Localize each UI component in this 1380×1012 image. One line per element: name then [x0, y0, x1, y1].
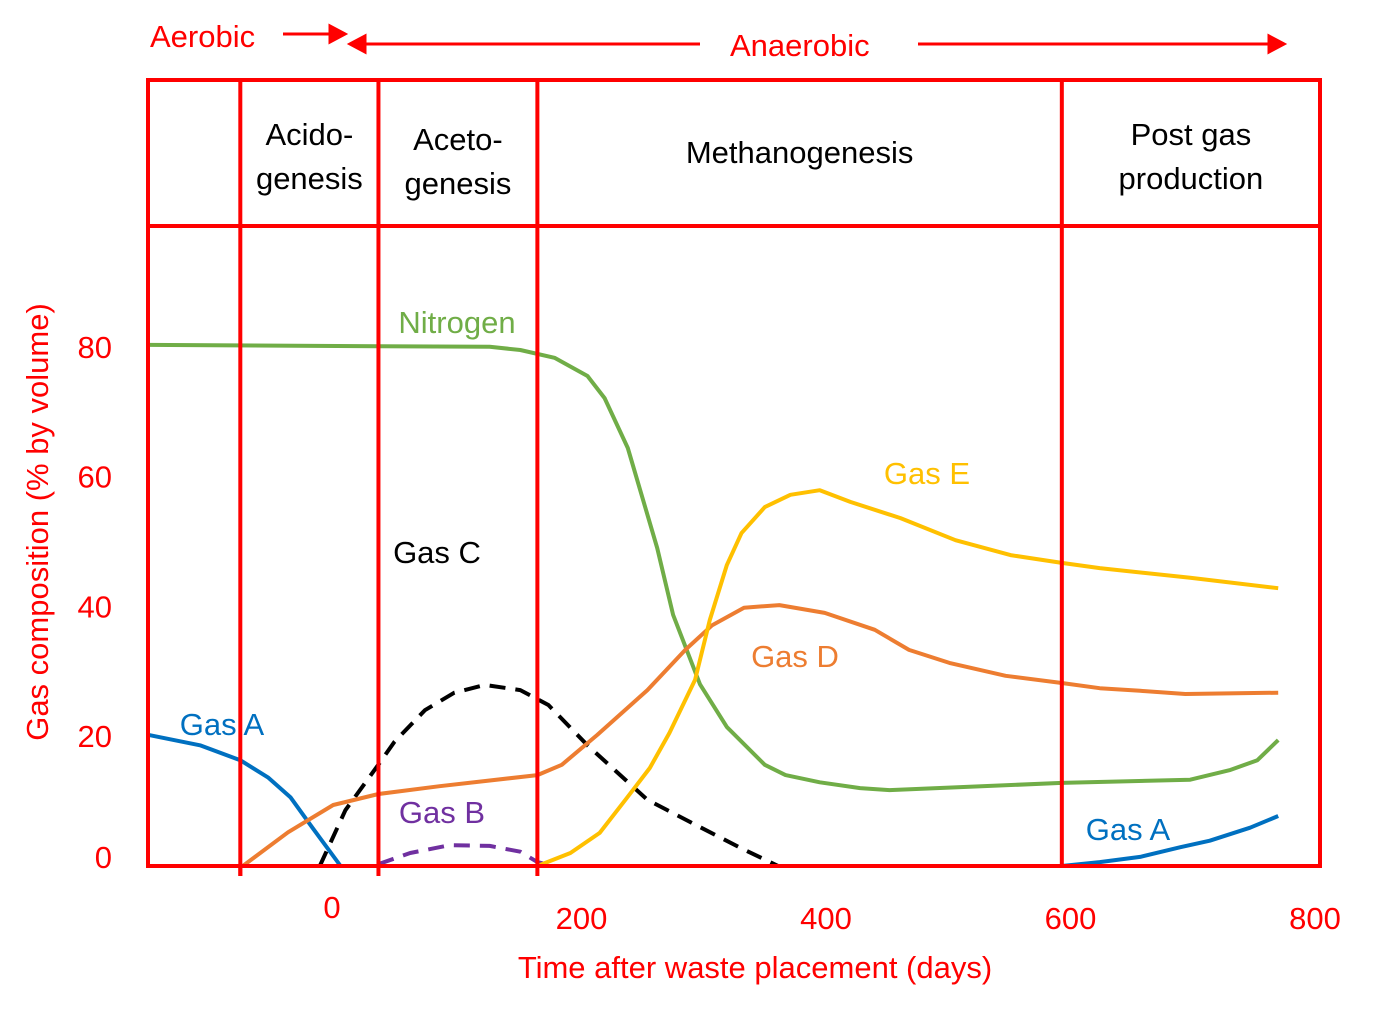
y-tick-label: 60	[78, 460, 112, 495]
x-tick-label: 0	[323, 890, 340, 925]
series-label: Nitrogen	[398, 305, 515, 340]
y-axis-title: Gas composition (% by volume)	[20, 303, 55, 741]
y-tick-label: 40	[78, 589, 112, 624]
x-tick-label: 200	[556, 901, 608, 936]
series-label: Gas D	[751, 639, 839, 674]
series-label: Gas C	[393, 535, 481, 570]
phase-label: genesis	[256, 161, 363, 196]
phase-label: production	[1119, 161, 1264, 196]
series-line-gas-a	[148, 732, 830, 868]
series-label: Gas B	[399, 795, 485, 830]
curves	[148, 342, 1280, 868]
x-axis-title: Time after waste placement (days)	[518, 950, 992, 985]
aerobic-anaerobic-arrows	[283, 23, 1288, 55]
anaerobic-right-arrowhead	[1267, 33, 1288, 55]
x-tick-label: 400	[800, 901, 852, 936]
series-line-gas-b	[377, 843, 555, 868]
series-label: Gas A	[180, 707, 265, 742]
y-tick-label: 20	[78, 719, 112, 754]
phase-label: Post gas	[1131, 117, 1252, 152]
phase-label: genesis	[404, 166, 511, 201]
x-tick-labels: 0 200 400 600 800	[323, 890, 1340, 936]
phase-headers: Acido-genesis Aceto-genesis Methanogenesis…	[256, 117, 1263, 201]
series-line-gas-d	[241, 603, 1279, 868]
phase-label: Aceto-	[413, 122, 503, 157]
y-tick-label: 80	[78, 330, 112, 365]
phase-label: Acido-	[265, 117, 353, 152]
plot-border	[146, 78, 1322, 868]
series-line-gas-e	[536, 488, 1279, 868]
anaerobic-left-arrowhead	[346, 33, 367, 55]
y-tick-labels: 0 20 40 60 80	[78, 330, 112, 875]
aerobic-arrowhead	[328, 23, 349, 45]
series-line-gas-a	[1061, 814, 1279, 868]
y-tick-label: 0	[95, 840, 112, 875]
plot-frame	[146, 78, 1322, 876]
series-label: Gas E	[884, 456, 970, 491]
phase-label: Methanogenesis	[686, 135, 914, 170]
anaerobic-label: Anaerobic	[730, 28, 870, 63]
aerobic-label: Aerobic	[150, 19, 255, 54]
series-line-gas-c	[317, 682, 780, 868]
x-tick-label: 800	[1289, 901, 1341, 936]
x-tick-label: 600	[1045, 901, 1097, 936]
series-labels: Nitrogen Gas A Gas A Gas B Gas C Gas D Gas E	[180, 305, 1171, 847]
series-label: Gas A	[1086, 812, 1171, 847]
